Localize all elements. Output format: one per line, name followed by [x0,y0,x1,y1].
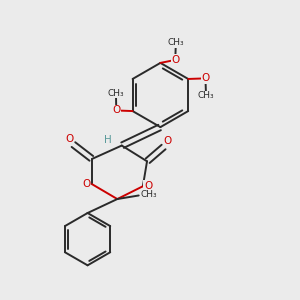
Text: O: O [144,181,152,191]
Text: O: O [82,178,91,189]
Text: H: H [103,135,111,145]
Text: CH₃: CH₃ [167,38,184,47]
Text: CH₃: CH₃ [108,89,124,98]
Text: CH₃: CH₃ [198,91,214,100]
Text: O: O [65,134,73,144]
Text: CH₃: CH₃ [141,190,158,199]
Text: O: O [201,74,210,83]
Text: O: O [164,136,172,146]
Text: O: O [112,106,120,116]
Text: O: O [171,55,179,65]
